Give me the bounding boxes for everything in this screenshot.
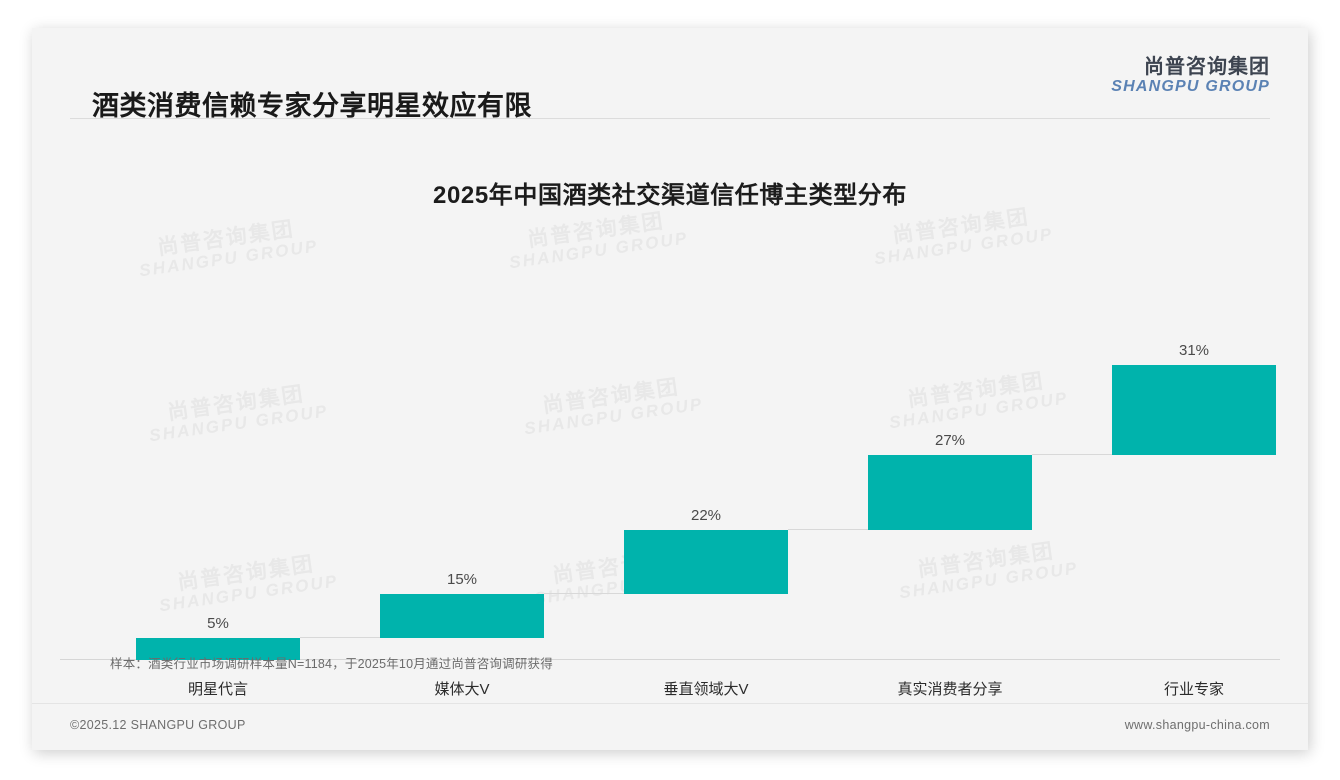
- bar-connector: [1032, 454, 1112, 455]
- bar-value-label: 15%: [446, 571, 478, 588]
- x-axis-label: 明星代言: [187, 681, 248, 698]
- x-axis-line: [60, 659, 1280, 660]
- bar-value-label: 22%: [690, 507, 722, 524]
- bar-value-label: 31%: [1178, 342, 1210, 359]
- header-divider: [70, 118, 1270, 119]
- bar-connector: [300, 637, 380, 638]
- x-axis-label: 垂直领域大V: [663, 681, 749, 698]
- chart-container: 2025年中国酒类社交渠道信任博主类型分布 5% 15% 22% 27% 31%: [32, 118, 1308, 698]
- brand-logo: 尚普咨询集团 SHANGPU GROUP: [1111, 56, 1270, 96]
- bar-segment[interactable]: [868, 455, 1032, 530]
- slide-footer: ©2025.12 SHANGPU GROUP www.shangpu-china…: [32, 703, 1308, 750]
- x-axis-labels: 明星代言 媒体大V 垂直领域大V 真实消费者分享 行业专家: [60, 678, 1280, 706]
- footer-website[interactable]: www.shangpu-china.com: [1124, 718, 1270, 732]
- x-axis-label: 真实消费者分享: [897, 681, 1003, 698]
- bar-connector: [788, 529, 868, 530]
- chart-footnote: 样本：酒类行业市场调研样本量N=1184，于2025年10月通过尚普咨询调研获得: [110, 657, 553, 671]
- bar-value-label: 27%: [934, 432, 966, 449]
- slide-header: 酒类消费信赖专家分享明星效应有限 尚普咨询集团 SHANGPU GROUP: [32, 28, 1308, 121]
- bar-segment[interactable]: [380, 594, 544, 638]
- x-axis-label: 媒体大V: [434, 681, 490, 698]
- footer-copyright: ©2025.12 SHANGPU GROUP: [70, 718, 246, 732]
- bar-segment[interactable]: [1112, 365, 1276, 455]
- x-axis-label: 行业专家: [1163, 681, 1224, 698]
- chart-title: 2025年中国酒类社交渠道信任博主类型分布: [433, 182, 907, 209]
- bar-value-label: 5%: [207, 615, 229, 632]
- brand-logo-cn: 尚普咨询集团: [1144, 56, 1270, 78]
- bar-segment[interactable]: [136, 638, 300, 660]
- chart-plot-area: 5% 15% 22% 27% 31%: [60, 218, 1280, 660]
- brand-logo-en: SHANGPU GROUP: [1111, 78, 1270, 96]
- bar-connector: [544, 593, 624, 594]
- slide-canvas: 尚普咨询集团 SHANGPU GROUP 尚普咨询集团 SHANGPU GROU…: [32, 28, 1308, 750]
- page-title: 酒类消费信赖专家分享明星效应有限: [92, 91, 532, 121]
- bar-segment[interactable]: [624, 530, 788, 594]
